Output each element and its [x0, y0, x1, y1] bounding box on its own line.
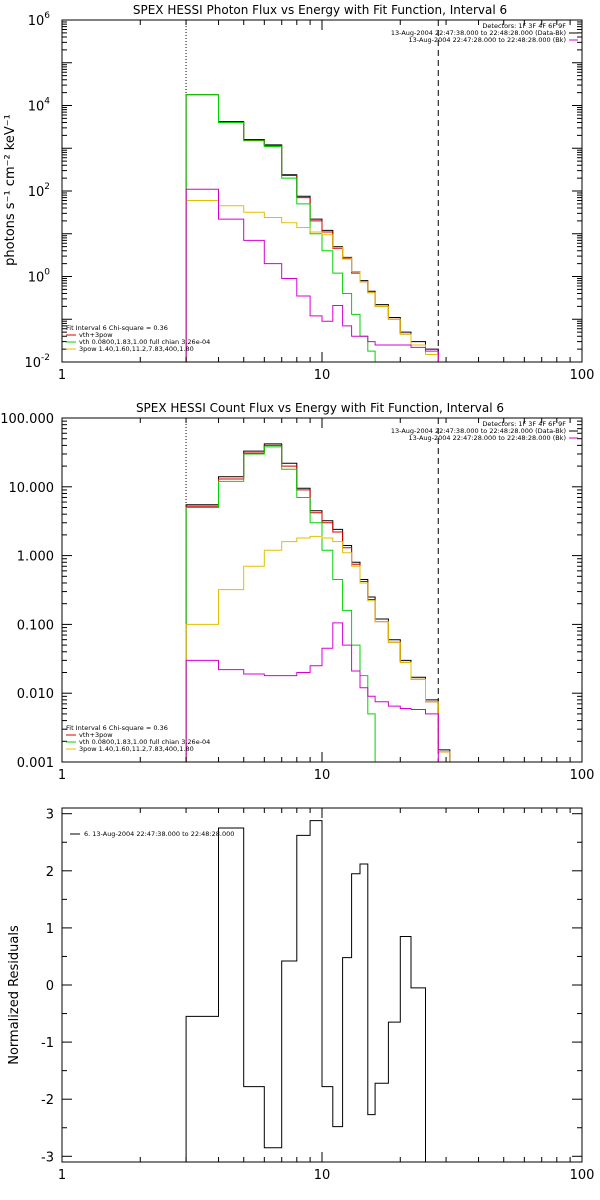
legend-bottomleft-0-0: Fit Interval 6 Chi-square = 0.36: [66, 324, 168, 332]
y-tick-label-1: 1.000: [17, 550, 54, 565]
legend-bottomleft-0-3: 3pow 1.40,1.60,11.2,7.83,400,1.80: [79, 345, 194, 353]
series-1-4: [185, 622, 451, 762]
legend-bottomleft-1-3: 3pow 1.40,1.60,11.2,7.83,400,1.80: [79, 745, 194, 753]
legend-topright-0-2: 13-Aug-2004 22:47:28.000 to 22:48:28.000…: [409, 36, 566, 44]
legend-topright-1-2: 13-Aug-2004 22:47:28.000 to 22:48:28.000…: [409, 434, 566, 442]
y-tick-label-0: 102: [28, 182, 50, 200]
x-tick-label-1: 1: [58, 768, 66, 783]
y-tick-label-1: 0.010: [17, 687, 54, 702]
y-tick-label-1: 10.000: [9, 481, 55, 496]
series-0-4: [185, 188, 439, 362]
y-tick-label-2: -3: [41, 1150, 54, 1165]
legend-bottomleft-1-0: Fit Interval 6 Chi-square = 0.36: [66, 724, 168, 732]
y-tick-label-0: 100: [28, 268, 51, 286]
y-tick-label-2: 1: [46, 922, 54, 937]
legend-bottomleft-0-1: vth+3pow: [79, 331, 113, 339]
residuals-y-axis-label: Normalized Residuals: [7, 925, 22, 1065]
x-tick-label-1: 100: [570, 768, 595, 783]
legend-topright-1-1: 13-Aug-2004 22:47:38.000 to 22:48:28.000…: [391, 427, 566, 435]
y-tick-label-2: -2: [41, 1093, 54, 1108]
y-tick-label-2: -1: [41, 1036, 54, 1051]
residuals-panel: Normalized Residuals 1 10 100 -3 -2 -1 0 1 2 3 6.…: [7, 807, 595, 1183]
x-tick-label-1: 10: [314, 768, 331, 783]
count-flux-panel: SPEX HESSI Count Flux vs Energy with Fit…: [0, 401, 594, 783]
legend-bottomleft-0-2: vth 0.0800,1.83,1.00 full chian 3.26e-04: [79, 338, 210, 346]
y-tick-label-2: 2: [46, 865, 54, 880]
legend-bottomleft-1-2: vth 0.0800,1.83,1.00 full chian 3.26e-04: [79, 738, 210, 746]
x-tick-label-0: 10: [314, 368, 331, 383]
legend-topleft-2: 6. 13-Aug-2004 22:47:38.000 to 22:48:28.…: [84, 830, 234, 838]
series-1-3: [185, 535, 451, 762]
photon-flux-title: SPEX HESSI Photon Flux vs Energy with Fi…: [133, 3, 507, 17]
y-tick-label-0: 106: [28, 11, 51, 29]
y-tick-label-1: 0.001: [17, 756, 54, 771]
x-tick-label-0: 1: [58, 368, 66, 383]
photon-flux-y-axis-label: photons s⁻¹ cm⁻² keV⁻¹: [3, 114, 18, 266]
x-tick-label-2: 10: [314, 1168, 331, 1183]
series-0-3: [185, 200, 439, 362]
legend-topright-0-1: 13-Aug-2004 22:47:38.000 to 22:48:28.000…: [391, 29, 566, 37]
legend-topright-0-0: Detectors: 1F 3F 4F 6F 9F: [482, 22, 566, 30]
x-tick-label-2: 1: [58, 1168, 66, 1183]
y-tick-label-2: 0: [46, 979, 54, 994]
x-tick-label-2: 100: [570, 1168, 595, 1183]
series-2-0: [185, 820, 439, 1162]
y-tick-label-0: 10-2: [24, 353, 50, 371]
legend-bottomleft-1-1: vth+3pow: [79, 731, 113, 739]
y-tick-label-1: 100.000: [0, 412, 54, 427]
count-flux-title: SPEX HESSI Count Flux vs Energy with Fit…: [136, 401, 504, 415]
photon-flux-panel: SPEX HESSI Photon Flux vs Energy with Fi…: [3, 3, 594, 383]
x-tick-label-0: 100: [570, 368, 595, 383]
legend-topright-1-0: Detectors: 1F 3F 4F 6F 9F: [482, 420, 566, 428]
series-1-2: [185, 446, 451, 762]
y-tick-label-0: 104: [28, 97, 51, 115]
y-tick-label-2: 3: [46, 808, 54, 823]
y-tick-label-1: 0.100: [17, 618, 54, 633]
series-0-2: [185, 94, 439, 362]
